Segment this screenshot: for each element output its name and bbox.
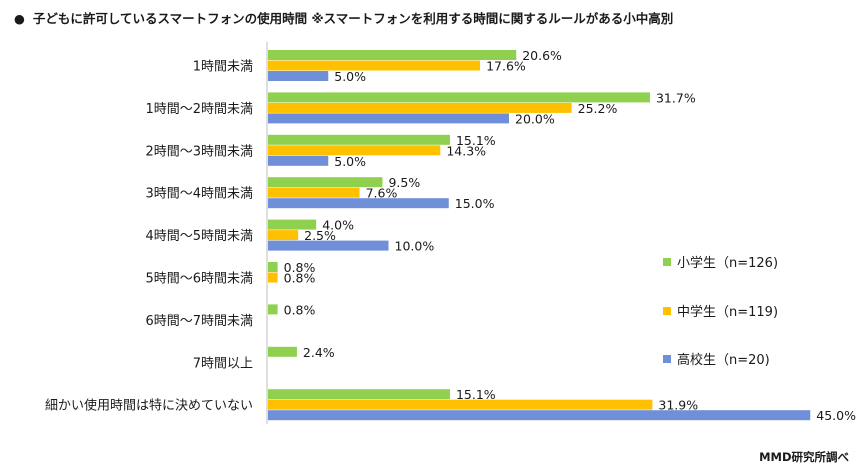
data-label-high_school: 20.0% — [515, 111, 555, 126]
legend-swatch-elementary — [663, 258, 671, 266]
data-label-elementary: 15.1% — [456, 387, 496, 402]
category-label: 2時間〜3時間未満 — [145, 144, 253, 159]
data-label-junior_high: 0.8% — [284, 271, 316, 286]
legend-label-elementary: 小学生（n=126) — [677, 256, 779, 271]
legend-swatch-junior-high — [663, 307, 671, 315]
data-label-junior_high: 31.9% — [658, 398, 698, 413]
bar-junior_high — [268, 187, 360, 198]
bar-elementary — [268, 262, 278, 272]
bar-junior_high — [268, 145, 441, 156]
data-label-junior_high: 2.5% — [304, 228, 336, 243]
category-label: 3時間〜4時間未満 — [145, 187, 253, 202]
data-label-elementary: 20.6% — [522, 48, 562, 63]
bar-high_school — [268, 240, 389, 251]
bar-high_school — [268, 198, 449, 209]
bar-junior_high — [268, 399, 653, 410]
source-credit: MMD研究所調べ — [759, 450, 849, 464]
legend-label-high-school: 高校生（n=20) — [677, 353, 770, 368]
data-label-junior_high: 7.6% — [366, 186, 398, 201]
bar-junior_high — [268, 60, 481, 71]
bar-elementary — [268, 304, 278, 315]
category-label: 1時間未満 — [193, 60, 253, 75]
data-label-high_school: 45.0% — [816, 408, 856, 423]
category-label: 4時間〜5時間未満 — [145, 229, 253, 244]
data-label-elementary: 2.4% — [303, 345, 335, 360]
category-label: 6時間〜7時間未満 — [145, 314, 253, 329]
bar-elementary — [268, 50, 517, 60]
bar-high_school — [268, 155, 329, 166]
legend-item-high-school: 高校生（n=20) — [663, 349, 770, 368]
data-label-elementary: 31.7% — [656, 90, 696, 105]
bar-elementary — [268, 389, 450, 400]
data-label-high_school: 5.0% — [334, 69, 366, 84]
bar-elementary — [268, 92, 650, 103]
legend-item-elementary: 小学生（n=126) — [663, 252, 778, 271]
bar-high_school — [268, 410, 811, 421]
category-label: 7時間以上 — [193, 356, 253, 371]
data-label-elementary: 15.1% — [456, 133, 496, 148]
bar-elementary — [268, 134, 450, 145]
bar-elementary — [268, 219, 317, 230]
data-label-junior_high: 17.6% — [486, 59, 526, 74]
chart-title-text: 子どもに許可しているスマートフォンの使用時間 ※スマートフォンを利用する時間に関… — [32, 11, 674, 26]
bar-junior_high — [268, 102, 572, 113]
bar-high_school — [268, 113, 509, 124]
data-label-high_school: 5.0% — [334, 154, 366, 169]
category-label: 1時間〜2時間未満 — [145, 102, 253, 117]
data-label-elementary: 0.8% — [284, 260, 316, 275]
category-label: 細かい使用時間は特に決めていない — [45, 398, 253, 414]
data-label-high_school: 15.0% — [455, 196, 495, 211]
legend-item-junior-high: 中学生（n=119) — [663, 301, 778, 320]
data-label-high_school: 10.0% — [395, 239, 435, 254]
data-label-elementary: 0.8% — [284, 302, 316, 317]
bar-junior_high — [268, 272, 278, 283]
data-label-junior_high: 14.3% — [446, 143, 486, 158]
bar-elementary — [268, 177, 383, 188]
data-label-elementary: 9.5% — [388, 175, 420, 190]
legend-swatch-high-school — [663, 355, 671, 363]
bar-junior_high — [268, 230, 299, 241]
data-label-junior_high: 25.2% — [578, 101, 618, 116]
data-label-elementary: 4.0% — [322, 218, 354, 233]
bar-elementary — [268, 346, 297, 357]
title-bullet: ● — [14, 11, 25, 26]
chart-title: ● 子どもに許可しているスマートフォンの使用時間 ※スマートフォンを利用する時間に… — [14, 8, 673, 27]
category-label: 5時間〜6時間未満 — [145, 272, 253, 287]
bar-high_school — [268, 71, 329, 81]
legend-label-junior-high: 中学生（n=119) — [677, 305, 779, 320]
